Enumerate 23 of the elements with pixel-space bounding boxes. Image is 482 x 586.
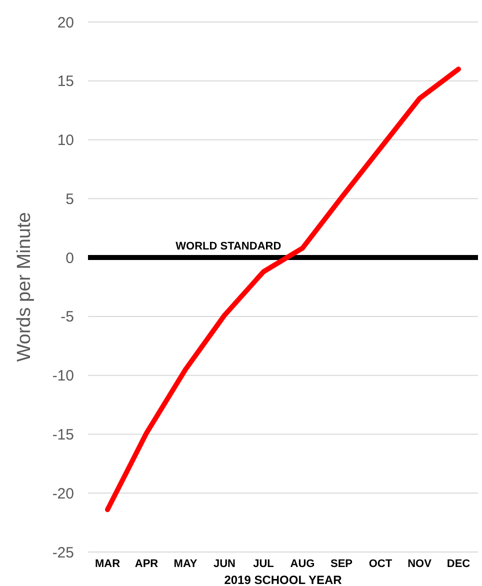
y-tick-label: -20: [52, 485, 74, 502]
x-tick-label: MAY: [174, 558, 198, 570]
y-tick-label: -10: [52, 368, 74, 385]
y-tick-label: -5: [60, 308, 74, 326]
y-tick-label: 20: [57, 14, 74, 32]
x-tick-label: SEP: [330, 558, 353, 570]
y-tick-label: -25: [52, 544, 74, 562]
y-tick-label: 5: [66, 190, 74, 208]
x-tick-label: JUN: [213, 558, 236, 570]
x-axis-title: 2019 SCHOOL YEAR: [224, 573, 342, 586]
y-tick-label: 10: [57, 132, 74, 150]
x-tick-label: NOV: [408, 558, 432, 570]
x-tick-label: AUG: [290, 558, 315, 570]
x-tick-label: DEC: [446, 558, 470, 570]
y-tick-label: 15: [57, 73, 74, 90]
x-tick-label: JUL: [253, 558, 274, 570]
x-tick-label: OCT: [368, 558, 392, 570]
y-tick-label: 0: [66, 250, 74, 267]
ref-line-label: WORLD STANDARD: [176, 240, 282, 253]
y-tick-label: -15: [52, 426, 74, 444]
y-axis-title: Words per Minute: [14, 212, 35, 362]
x-tick-label: APR: [134, 558, 158, 570]
x-tick-label: MAR: [94, 558, 120, 570]
